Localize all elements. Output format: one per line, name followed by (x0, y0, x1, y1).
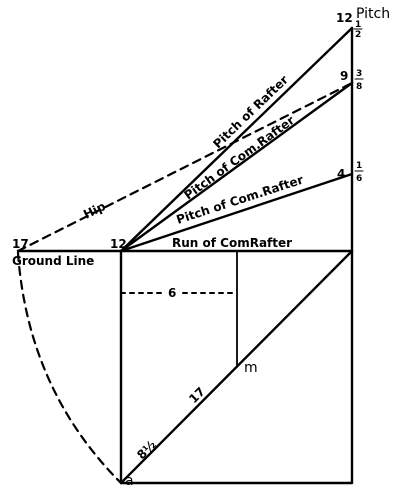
pitch-of-rafter-label: Pitch of Rafter (210, 73, 291, 152)
scale-top-frac-den: 2 (355, 30, 361, 40)
left-seventeen-label: 17 (12, 237, 29, 251)
six-label: 6 (168, 286, 176, 300)
m-point-label: m (244, 360, 258, 376)
scale-top-frac-num: 1 (355, 20, 361, 30)
scale-low-frac-num: 1 (356, 161, 362, 171)
pitch-of-rafter-line (119, 26, 354, 253)
a-point-label: a (125, 473, 134, 489)
ground-line-label: Ground Line (12, 254, 94, 268)
scale-top-12: 12 (336, 11, 353, 25)
scale-mid-frac-num: 3 (356, 69, 362, 79)
hip-label: Hip (81, 199, 108, 222)
scale-low-4: 4 (337, 167, 345, 181)
pitch-of-com-rafter-lower-line (119, 172, 354, 253)
eight-half-label: 8½ (134, 438, 159, 463)
seventeen-diag-label: 17 (186, 384, 208, 406)
scale-mid-frac-den: 8 (356, 82, 362, 92)
run-of-com-rafter-label: Run of ComRafter (172, 236, 292, 250)
main-diagonal-line (119, 249, 354, 485)
hip-line (16, 81, 354, 253)
left-twelve-label: 12 (110, 237, 127, 251)
pitch-header: Pitch (356, 6, 390, 22)
pitch-of-com-rafter-upper-line (119, 81, 354, 253)
scale-low-frac-den: 6 (356, 174, 362, 184)
scale-mid-9: 9 (340, 69, 348, 83)
swing-arc (16, 251, 123, 485)
